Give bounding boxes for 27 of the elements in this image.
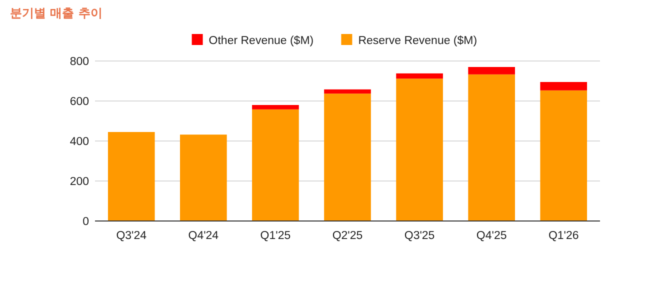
chart-title: 분기별 매출 추이 [10, 6, 102, 20]
x-tick-label: Q4'24 [188, 230, 220, 242]
bar [540, 82, 588, 90]
x-tick-label: Q1'25 [260, 230, 291, 242]
legend-label: Reserve Revenue ($M) [358, 35, 478, 47]
bar [324, 94, 371, 221]
bar [252, 105, 299, 110]
bar [396, 73, 443, 79]
bar [324, 89, 371, 94]
bar [108, 132, 155, 221]
y-tick-label: 400 [70, 136, 89, 148]
y-tick-label: 800 [70, 56, 89, 68]
y-tick-label: 600 [70, 96, 89, 108]
bar [396, 78, 443, 221]
x-tick-label: Q3'24 [116, 230, 148, 242]
x-tick-label: Q2'25 [332, 230, 363, 242]
bar [180, 134, 227, 221]
bar [468, 74, 515, 221]
x-tick-label: Q1'26 [548, 230, 579, 242]
x-tick-label: Q4'25 [476, 230, 507, 242]
bar [540, 90, 588, 221]
bar [252, 109, 299, 221]
x-tick-label: Q3'25 [404, 230, 435, 242]
legend-label: Other Revenue ($M) [208, 35, 314, 47]
y-tick-label: 0 [82, 216, 89, 228]
bar [468, 67, 515, 74]
y-tick-label: 200 [70, 176, 89, 188]
